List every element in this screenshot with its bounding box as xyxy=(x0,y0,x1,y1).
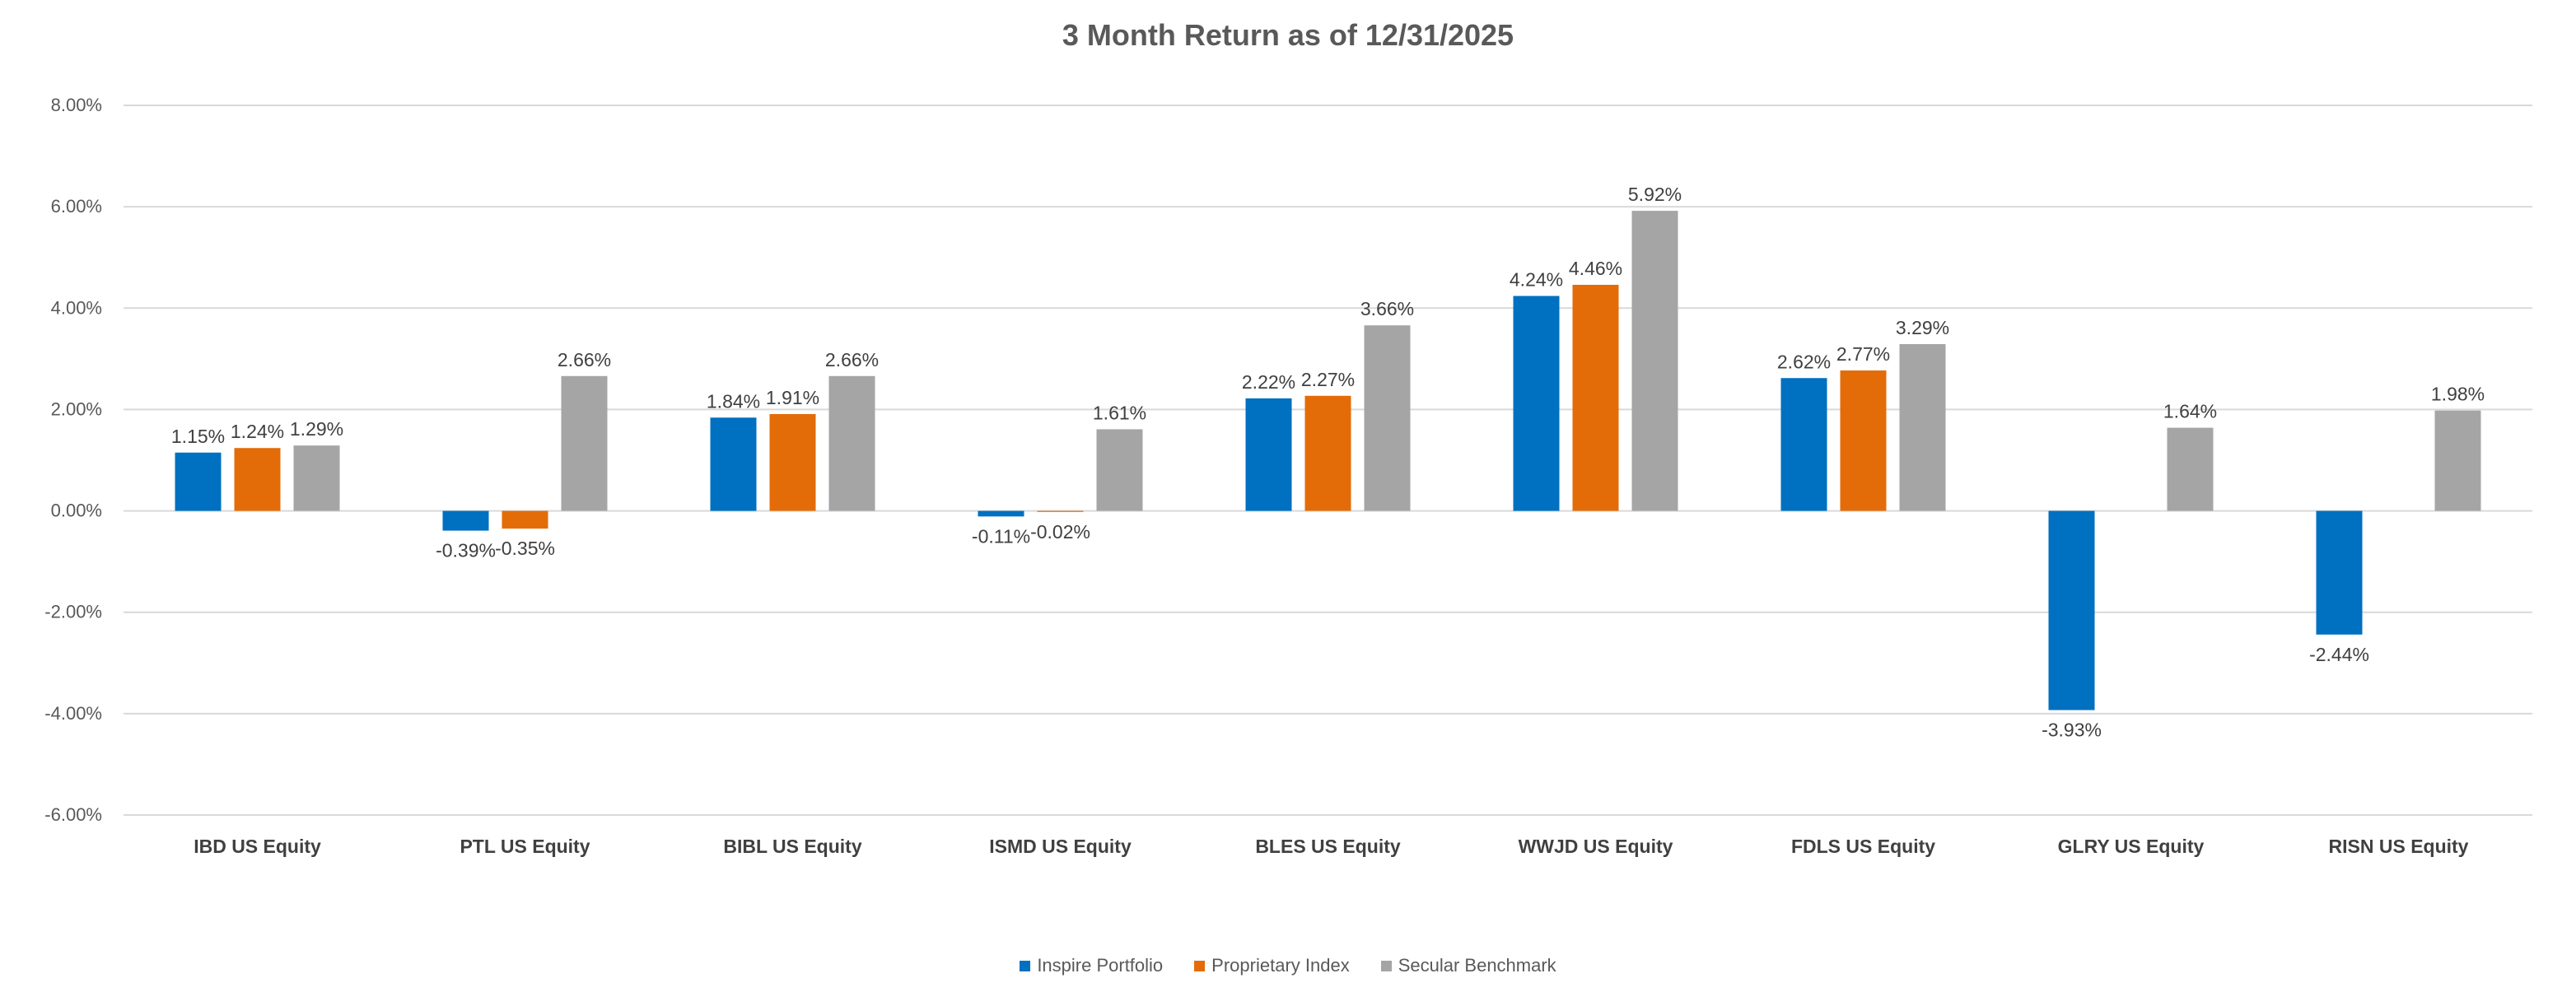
category-label: ISMD US Equity xyxy=(989,836,1132,857)
data-label: -0.02% xyxy=(1030,521,1090,543)
bar xyxy=(561,375,608,511)
data-label: 4.24% xyxy=(1510,269,1563,291)
y-tick-label: 6.00% xyxy=(51,196,102,217)
bar xyxy=(769,413,816,511)
category-label: GLRY US Equity xyxy=(2058,836,2205,857)
bar xyxy=(1899,344,1946,511)
data-label: 3.66% xyxy=(1360,298,1414,319)
bar xyxy=(2434,410,2481,511)
bar xyxy=(442,510,489,531)
legend-label: Proprietary Index xyxy=(1211,955,1350,976)
data-label: 2.77% xyxy=(1836,343,1890,365)
legend-item: Secular Benchmark xyxy=(1380,955,1556,976)
legend-item: Inspire Portfolio xyxy=(1020,955,1163,976)
bar xyxy=(1513,296,1560,511)
legend-swatch xyxy=(1194,960,1206,971)
bar xyxy=(828,375,875,511)
bar xyxy=(1780,378,1827,511)
bar xyxy=(1245,398,1292,511)
y-tick-label: -4.00% xyxy=(44,703,102,724)
category-label: PTL US Equity xyxy=(460,836,590,857)
bar xyxy=(1840,370,1887,511)
legend: Inspire Portfolio Proprietary Index Secula… xyxy=(0,955,2576,976)
bar xyxy=(293,445,340,511)
legend-label: Inspire Portfolio xyxy=(1037,955,1164,976)
data-label: 1.84% xyxy=(707,390,760,412)
bar xyxy=(978,510,1024,517)
bar xyxy=(2167,427,2214,511)
legend-swatch xyxy=(1020,960,1031,971)
bar xyxy=(1364,325,1411,511)
category-label: BLES US Equity xyxy=(1255,836,1401,857)
data-label: 2.62% xyxy=(1777,351,1831,372)
legend-item: Proprietary Index xyxy=(1194,955,1350,976)
y-tick-label: 2.00% xyxy=(51,398,102,419)
data-label: 1.24% xyxy=(231,421,284,442)
data-label: -2.44% xyxy=(2309,644,2369,665)
chart-title: 3 Month Return as of 12/31/2025 xyxy=(1062,18,1514,52)
legend-swatch xyxy=(1380,960,1392,971)
data-label: 2.22% xyxy=(1242,371,1295,393)
data-label: 1.98% xyxy=(2431,384,2485,405)
bar xyxy=(502,510,548,529)
bar xyxy=(710,417,757,511)
data-label: -0.11% xyxy=(972,525,1030,547)
data-label: 2.66% xyxy=(825,349,879,370)
data-label: 4.46% xyxy=(1569,258,1622,279)
category-label: RISN US Equity xyxy=(2329,836,2469,857)
bar xyxy=(234,448,281,511)
category-label: BIBL US Equity xyxy=(723,836,861,857)
bar xyxy=(1304,395,1351,511)
data-label: 5.92% xyxy=(1628,184,1682,205)
data-label: 2.27% xyxy=(1301,369,1355,390)
category-label: IBD US Equity xyxy=(194,836,321,857)
legend-label: Secular Benchmark xyxy=(1398,955,1556,976)
category-label: WWJD US Equity xyxy=(1519,836,1673,857)
data-label: -0.35% xyxy=(495,538,555,559)
data-label: -3.93% xyxy=(2042,720,2102,741)
y-tick-label: 8.00% xyxy=(51,95,102,115)
data-label: -0.39% xyxy=(436,540,496,561)
y-tick-label: -6.00% xyxy=(44,804,102,825)
data-label: 3.29% xyxy=(1896,317,1949,338)
data-label: 1.91% xyxy=(766,387,819,408)
bar xyxy=(175,452,222,511)
bar xyxy=(2316,510,2363,635)
bar xyxy=(2048,510,2095,710)
bar xyxy=(1572,284,1619,511)
bar xyxy=(1631,211,1678,511)
bar xyxy=(1037,510,1084,512)
category-label: FDLS US Equity xyxy=(1791,836,1935,857)
data-label: 1.29% xyxy=(290,418,343,440)
bar xyxy=(1096,429,1143,511)
data-label: 2.66% xyxy=(558,349,611,370)
data-label: 1.64% xyxy=(2163,401,2217,422)
data-label: 1.15% xyxy=(171,426,225,447)
y-tick-label: -2.00% xyxy=(44,602,102,622)
data-label: 1.61% xyxy=(1093,402,1146,423)
y-tick-label: 0.00% xyxy=(51,501,102,521)
y-tick-label: 4.00% xyxy=(51,297,102,318)
